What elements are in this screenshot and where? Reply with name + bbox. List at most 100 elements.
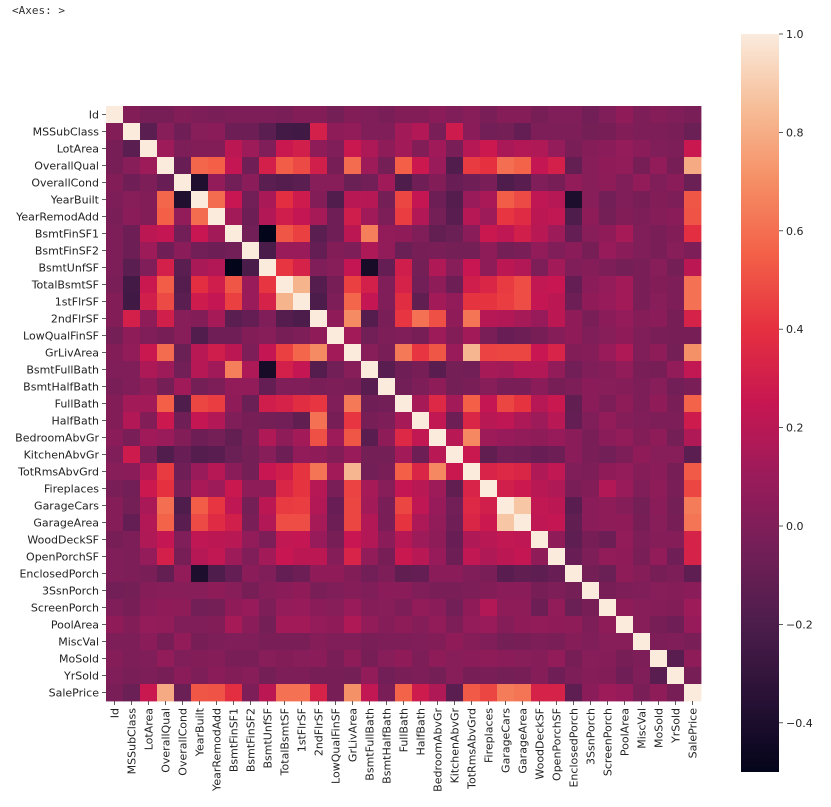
heatmap-cell [667, 616, 685, 634]
heatmap-cell [225, 446, 243, 464]
y-tick-label: LowQualFinSF [23, 330, 99, 343]
heatmap-cell [429, 174, 447, 192]
heatmap-cell [446, 259, 464, 277]
heatmap-cell [429, 650, 447, 668]
heatmap-cell [446, 242, 464, 260]
heatmap-cell [395, 242, 413, 260]
heatmap-cell [531, 174, 549, 192]
heatmap-cell [378, 378, 396, 396]
heatmap-cell [548, 548, 566, 566]
heatmap-cell [497, 616, 515, 634]
heatmap-cell [225, 582, 243, 600]
heatmap-cell [208, 429, 226, 447]
heatmap-cell [157, 514, 175, 532]
y-tick-label: YearBuilt [50, 194, 100, 207]
x-tick-label: ScreenPorch [602, 708, 615, 776]
heatmap-cell [565, 242, 583, 260]
heatmap-cell [633, 106, 651, 124]
heatmap-cell [361, 378, 379, 396]
heatmap-cell [242, 361, 260, 379]
heatmap-cell [633, 633, 651, 651]
heatmap-cell [480, 208, 498, 226]
y-tick-label: GrLivArea [45, 347, 99, 360]
heatmap-cell [565, 633, 583, 651]
heatmap-cell [531, 361, 549, 379]
heatmap-cell [684, 293, 702, 311]
x-tick-label: BsmtUnfSF [262, 708, 275, 769]
heatmap-cell [616, 106, 634, 124]
heatmap-cell [276, 140, 294, 158]
heatmap-cell [123, 174, 141, 192]
heatmap-cell [378, 191, 396, 209]
heatmap-cell [106, 565, 124, 583]
heatmap-cell [412, 412, 430, 430]
y-tick-label: BsmtHalfBath [23, 381, 99, 394]
heatmap-cell [259, 565, 277, 583]
heatmap-cell [242, 582, 260, 600]
heatmap-cell [123, 582, 141, 600]
heatmap-cell [667, 310, 685, 328]
heatmap-cell [633, 310, 651, 328]
heatmap-cell [565, 293, 583, 311]
y-tick-label: Id [89, 109, 99, 122]
heatmap-cell [378, 650, 396, 668]
x-tick-label: 1stFlrSF [296, 708, 309, 752]
heatmap-cell [174, 174, 192, 192]
heatmap-cell [412, 106, 430, 124]
heatmap-cell [310, 378, 328, 396]
heatmap-cell [140, 157, 158, 175]
heatmap-cell [531, 225, 549, 243]
heatmap-cell [123, 514, 141, 532]
heatmap-cell [633, 582, 651, 600]
heatmap-cell [276, 157, 294, 175]
heatmap-cell [106, 548, 124, 566]
heatmap-cell [667, 378, 685, 396]
heatmap-cell [276, 565, 294, 583]
x-tick-label: HalfBath [415, 708, 428, 756]
x-tick-label: MiscVal [636, 708, 649, 749]
heatmap-cell [667, 106, 685, 124]
heatmap-cell [650, 242, 668, 260]
heatmap-cell [446, 633, 464, 651]
heatmap-cell [225, 531, 243, 549]
heatmap-cell [667, 412, 685, 430]
heatmap-cell [293, 582, 311, 600]
heatmap-cell [531, 106, 549, 124]
heatmap-cell [106, 667, 124, 685]
heatmap-cell [344, 174, 362, 192]
heatmap-cell [633, 174, 651, 192]
heatmap-cell [497, 106, 515, 124]
heatmap-cell [548, 276, 566, 294]
heatmap-cell [446, 616, 464, 634]
heatmap-cell [327, 140, 345, 158]
heatmap-cell [395, 208, 413, 226]
heatmap-cell [174, 225, 192, 243]
heatmap-cell [548, 225, 566, 243]
heatmap-cell [548, 463, 566, 481]
heatmap-cell [582, 412, 600, 430]
heatmap-cell [378, 344, 396, 362]
heatmap-cell [667, 514, 685, 532]
heatmap-cell [293, 650, 311, 668]
heatmap-cell [480, 378, 498, 396]
heatmap-cell [378, 174, 396, 192]
heatmap-cell [361, 684, 379, 702]
heatmap-cell [599, 497, 617, 515]
heatmap-cell [582, 429, 600, 447]
x-tick-label: OverallQual [160, 708, 173, 773]
heatmap-cell [293, 667, 311, 685]
heatmap-cell [123, 327, 141, 345]
heatmap-cell [531, 650, 549, 668]
heatmap-cell [565, 599, 583, 617]
heatmap-cell [582, 293, 600, 311]
heatmap-cell [344, 310, 362, 328]
heatmap-cell [616, 242, 634, 260]
heatmap-cell [310, 293, 328, 311]
heatmap-cell [667, 242, 685, 260]
heatmap-cell [191, 667, 209, 685]
heatmap-cell [140, 378, 158, 396]
heatmap-cell [327, 259, 345, 277]
heatmap-cell [480, 667, 498, 685]
heatmap-cell [208, 106, 226, 124]
heatmap-cell [208, 667, 226, 685]
